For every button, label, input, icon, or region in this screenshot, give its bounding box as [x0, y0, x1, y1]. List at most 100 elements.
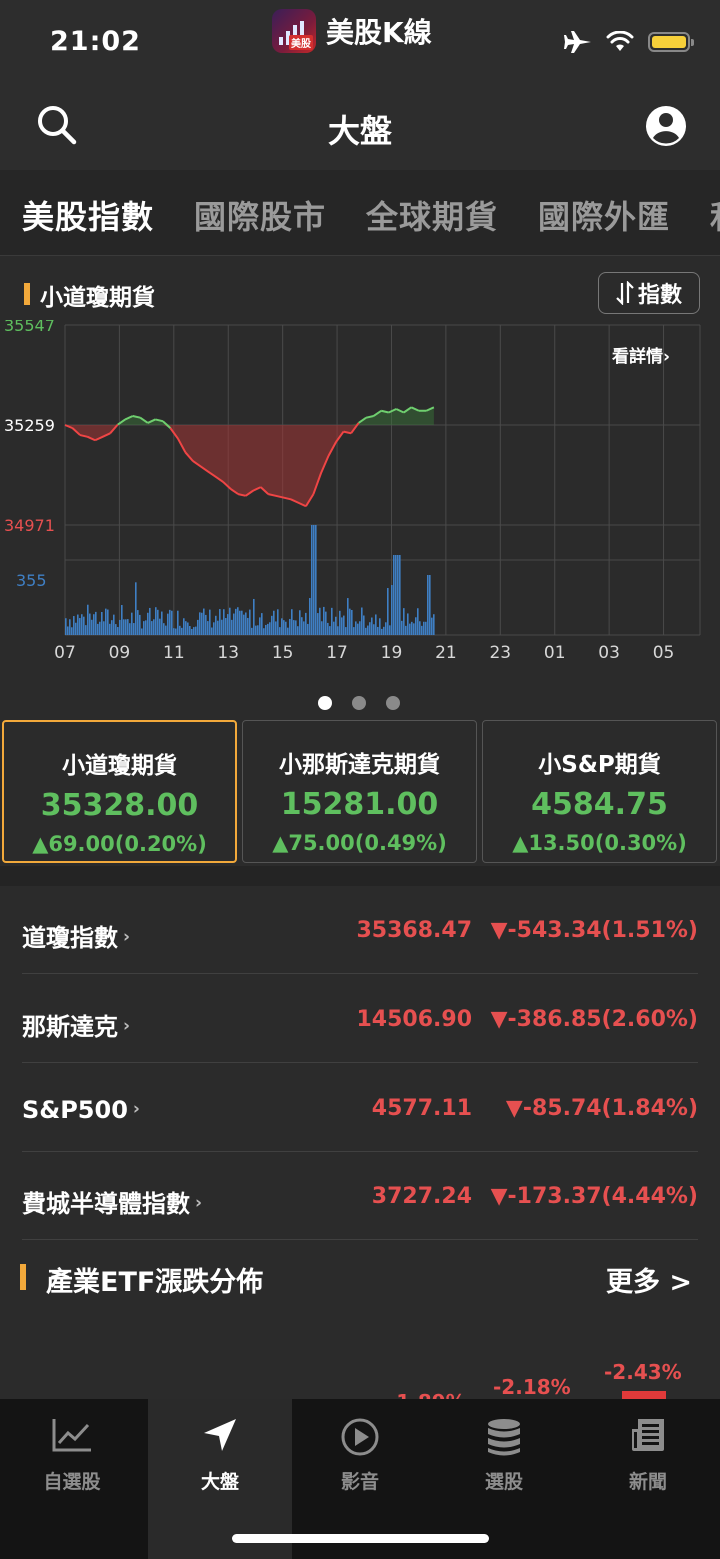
futures-card-dow[interactable]: 小道瓊期貨 35328.00 ▲69.00(0.20%) — [2, 720, 237, 863]
volume-bar — [393, 555, 395, 635]
volume-bar — [225, 618, 227, 635]
page-dot[interactable] — [318, 696, 332, 710]
chevron-right-icon: › — [195, 1193, 203, 1213]
etf-bar-label: -2.18% — [493, 1375, 571, 1399]
search-icon[interactable] — [36, 104, 78, 146]
chevron-right-icon: › — [123, 1016, 131, 1036]
futures-card-sp[interactable]: 小S&P期貨 4584.75 ▲13.50(0.30%) — [482, 720, 717, 863]
volume-bar — [85, 625, 87, 635]
volume-bar — [297, 626, 299, 635]
etf-more-link[interactable]: 更多 > — [606, 1267, 693, 1298]
list-item[interactable]: 道瓊指數 › 35368.47 ▼-543.34(1.51%) — [22, 886, 698, 974]
volume-bar — [77, 614, 79, 635]
volume-bar — [113, 614, 115, 635]
tab-global-futures[interactable]: 全球期貨 — [366, 198, 499, 236]
nav-label: 新聞 — [628, 1471, 667, 1493]
view-details-link[interactable]: 看詳情› — [612, 347, 671, 367]
etf-bar-label: -2.43% — [604, 1360, 682, 1384]
volume-bar — [69, 619, 71, 635]
home-indicator — [232, 1534, 489, 1543]
volume-bar — [211, 627, 213, 635]
nav-label: 影音 — [340, 1471, 379, 1493]
tab-forex[interactable]: 國際外匯 — [538, 198, 671, 236]
volume-bar — [255, 625, 257, 635]
battery-icon — [648, 32, 694, 52]
volume-bar — [377, 626, 379, 635]
volume-bar — [99, 621, 101, 635]
volume-bar — [241, 610, 243, 635]
page-dot[interactable] — [352, 696, 366, 710]
volume-bar — [253, 598, 255, 635]
volume-bar — [121, 605, 123, 635]
page-dot[interactable] — [386, 696, 400, 710]
volume-bar — [309, 598, 311, 635]
volume-bar — [135, 582, 137, 635]
nav-watchlist[interactable]: 自選股 — [0, 1399, 144, 1559]
card-name: 小道瓊期貨 — [62, 753, 177, 779]
volume-bar — [319, 607, 321, 635]
volume-bar — [251, 627, 253, 635]
volume-bar — [109, 623, 111, 635]
volume-bar — [343, 615, 345, 635]
tab-us-indices[interactable]: 美股指數 — [22, 198, 155, 236]
index-toggle-button[interactable]: 指數 — [598, 272, 700, 314]
volume-bar — [305, 612, 307, 635]
user-account-icon[interactable] — [644, 104, 688, 148]
volume-bar — [275, 621, 277, 635]
volume-bar — [111, 620, 113, 635]
volume-bar — [219, 609, 221, 635]
volume-bar — [271, 615, 273, 635]
volume-bar — [329, 626, 331, 635]
toggle-label: 指數 — [637, 283, 682, 308]
nav-stock-picker[interactable]: 選股 — [432, 1399, 576, 1559]
newspaper-icon — [632, 1419, 664, 1451]
card-change: ▲75.00(0.49%) — [272, 831, 447, 855]
nav-video[interactable]: 影音 — [288, 1399, 432, 1559]
volume-bar — [315, 525, 317, 635]
top-bar: 21:02 美股 美股K線 大盤 — [0, 0, 720, 170]
section-accent — [24, 283, 30, 305]
list-item[interactable]: S&P500 › 4577.11 ▼-85.74(1.84%) — [22, 1064, 698, 1152]
list-item[interactable]: 那斯達克 › 14506.90 ▼-386.85(2.60%) — [22, 975, 698, 1063]
x-axis-tick-label: 23 — [489, 643, 511, 663]
volume-bar — [197, 619, 199, 635]
tab-international-stocks[interactable]: 國際股市 — [194, 198, 327, 236]
volume-bar — [89, 613, 91, 635]
line-chart-icon — [52, 1419, 91, 1452]
x-axis-tick-label: 03 — [598, 643, 620, 663]
chart-section — [0, 256, 720, 716]
tab-more[interactable]: 和 — [710, 192, 720, 238]
nav-news[interactable]: 新聞 — [576, 1399, 720, 1559]
section-divider — [0, 866, 720, 886]
volume-bar — [103, 621, 105, 635]
volume-bar — [119, 619, 121, 635]
volume-bar — [425, 621, 427, 635]
volume-bar — [153, 619, 155, 635]
volume-bar — [97, 623, 99, 635]
market-tabs: 美股指數 國際股市 全球期貨 國際外匯 和 — [0, 170, 720, 256]
nav-market[interactable]: 大盤 — [148, 1399, 292, 1559]
status-time: 21:02 — [50, 26, 141, 57]
volume-bar — [171, 610, 173, 635]
volume-bar — [285, 621, 287, 635]
volume-bar — [355, 621, 357, 635]
volume-bar — [147, 612, 149, 635]
futures-card-nasdaq[interactable]: 小那斯達克期貨 15281.00 ▲75.00(0.49%) — [242, 720, 477, 863]
volume-bar — [267, 623, 269, 635]
card-price: 4584.75 — [531, 787, 668, 822]
volume-bar — [371, 617, 373, 635]
volume-bar — [169, 609, 171, 635]
volume-bar — [415, 617, 417, 635]
volume-bar — [397, 555, 399, 635]
index-name: 費城半導體指數 — [22, 1190, 190, 1218]
index-change: ▼-173.37(4.44%) — [490, 1184, 698, 1209]
volume-bar — [143, 621, 145, 635]
volume-bar — [139, 614, 141, 635]
volume-bar — [375, 614, 377, 635]
volume-bar — [83, 616, 85, 635]
list-item[interactable]: 費城半導體指數 › 3727.24 ▼-173.37(4.44%) — [22, 1152, 698, 1240]
volume-bar — [163, 623, 165, 635]
volume-bar — [127, 619, 129, 635]
etf-section-title: 產業ETF漲跌分佈 — [46, 1267, 264, 1298]
section-accent — [20, 1264, 26, 1290]
